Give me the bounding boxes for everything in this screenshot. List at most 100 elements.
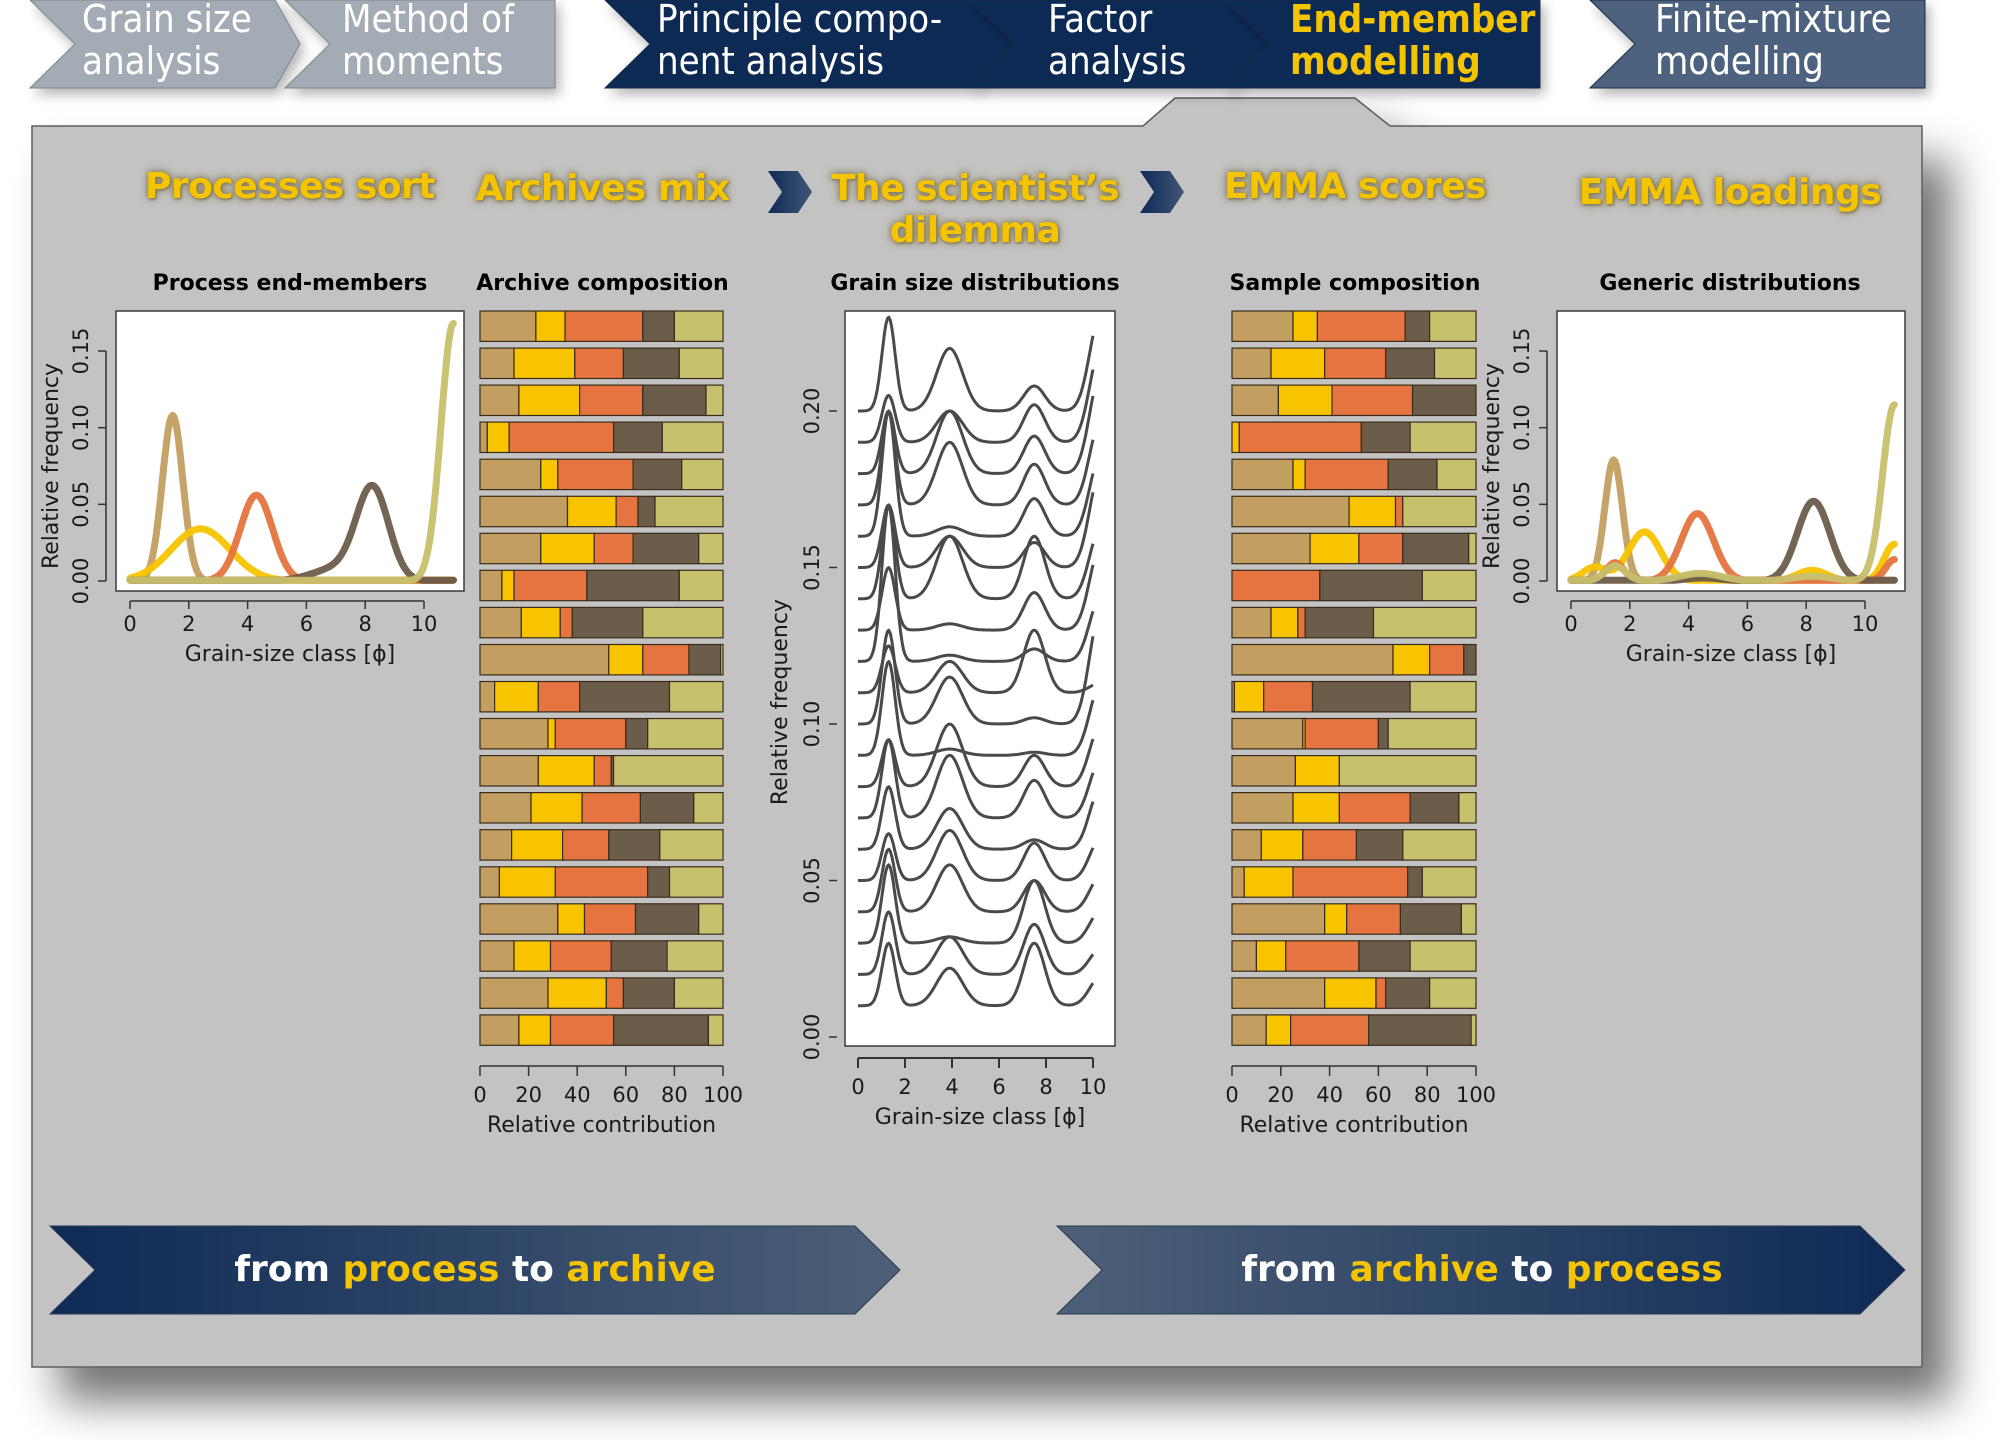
bar-row — [1231, 384, 1477, 417]
bar-segment-em5 — [1402, 829, 1477, 861]
bar-segment-em5 — [678, 569, 724, 602]
x-tick-label: 80 — [661, 1083, 688, 1107]
bar-segment-em3 — [537, 680, 581, 713]
bar-segment-em2 — [1324, 903, 1348, 935]
bar-segment-em5 — [673, 977, 724, 1009]
bar-segment-em5 — [668, 680, 724, 713]
bar-row — [1231, 940, 1477, 972]
bar-segment-em3 — [561, 829, 610, 861]
bar-segment-em4 — [642, 310, 675, 342]
bar-segment-em1 — [479, 940, 515, 972]
tab-label-line2: modelling — [1655, 39, 1824, 83]
bar-segment-em2 — [1292, 791, 1341, 824]
x-tick-label: 10 — [411, 612, 438, 636]
x-tick-label: 2 — [1623, 612, 1636, 636]
y-tick-label: 0.20 — [800, 388, 824, 435]
distribution-curve — [858, 395, 1095, 476]
bar-segment-em5 — [666, 940, 724, 972]
y-tick-label: 0.10 — [69, 404, 93, 451]
bar-segment-em4 — [608, 829, 661, 861]
bar-segment-em2 — [1233, 680, 1265, 713]
bar-segment-em2 — [1348, 495, 1397, 528]
bar-segment-em3 — [1292, 866, 1409, 898]
bar-segment-em3 — [557, 458, 634, 491]
bar-row — [1231, 977, 1477, 1009]
bar-segment-em5 — [654, 495, 724, 528]
bar-row — [1231, 347, 1477, 380]
bar-segment-em3 — [574, 347, 624, 380]
y-tick-label: 0.15 — [800, 544, 824, 591]
x-tick-label: 100 — [1456, 1083, 1496, 1107]
bar-segment-em2 — [1324, 977, 1377, 1009]
bar-segment-em3 — [593, 754, 612, 787]
heading-emma-loadings: EMMA loadings — [1578, 172, 1882, 213]
distribution-curve — [858, 315, 1095, 413]
bar-segment-em2 — [537, 754, 595, 787]
bar-row — [479, 347, 724, 380]
bar-segment-em2 — [1265, 1014, 1292, 1046]
x-tick-label: 2 — [898, 1075, 911, 1099]
bar-segment-em2 — [1260, 829, 1304, 861]
bar-segment-em1 — [1231, 532, 1311, 565]
bar-segment-em5 — [612, 754, 724, 787]
bar-segment-em2 — [1294, 754, 1340, 787]
bar-segment-em1 — [479, 643, 610, 676]
bar-row — [479, 717, 724, 750]
bar-row — [479, 569, 724, 602]
x-axis-label: Grain-size class [ϕ] — [1626, 642, 1837, 667]
bar-segment-em5 — [1428, 310, 1477, 342]
bar-segment-em4 — [1311, 680, 1411, 713]
bar-segment-em1 — [1231, 791, 1294, 824]
tab-3[interactable]: Principle compo-nent analysis — [603, 0, 1016, 89]
bar-row — [1231, 717, 1477, 750]
bar-segment-em4 — [1367, 1014, 1472, 1046]
y-tick-label: 0.10 — [1510, 404, 1534, 451]
x-tick-label: 60 — [612, 1083, 639, 1107]
bar-segment-em2 — [1270, 606, 1299, 639]
bar-row — [1231, 903, 1477, 935]
distribution-curve — [858, 491, 1095, 569]
bar-segment-em4 — [1319, 569, 1423, 602]
x-tick-label: 100 — [703, 1083, 743, 1107]
x-tick-label: 60 — [1365, 1083, 1392, 1107]
bar-segment-em1 — [1231, 1014, 1267, 1046]
bar-segment-em1 — [1231, 717, 1304, 750]
x-tick-label: 4 — [945, 1075, 958, 1099]
tab-label-line1: Method of — [342, 0, 515, 41]
distribution-curve — [858, 722, 1095, 789]
bar-segment-em3 — [1338, 791, 1411, 824]
y-axis-label: Relative frequency — [39, 363, 64, 569]
x-tick-label: 0 — [1564, 612, 1577, 636]
bar-segment-em2 — [1292, 458, 1306, 491]
bar-segment-em4 — [610, 940, 668, 972]
bar-segment-em5 — [661, 421, 724, 454]
bar-segment-em3 — [549, 1014, 615, 1046]
distribution-curve — [858, 847, 1095, 914]
banner-right-text: from archive to process — [1241, 1249, 1722, 1290]
bar-segment-em4 — [1385, 977, 1431, 1009]
bar-segment-em4 — [1385, 347, 1436, 380]
bar-segment-em4 — [637, 495, 656, 528]
bar-segment-em3 — [554, 866, 649, 898]
bar-segment-em2 — [1231, 421, 1240, 454]
x-tick-label: 6 — [300, 612, 313, 636]
bar-segment-em2 — [511, 829, 564, 861]
bar-segment-em1 — [479, 791, 532, 824]
bar-segment-em5 — [1428, 977, 1477, 1009]
bar-segment-em1 — [479, 569, 503, 602]
y-axis-label: Relative frequency — [1480, 363, 1505, 569]
bar-segment-em5 — [647, 717, 724, 750]
distribution-curve — [858, 369, 1095, 444]
x-tick-label: 10 — [1080, 1075, 1107, 1099]
x-tick-label: 0 — [123, 612, 136, 636]
y-tick-label: 0.15 — [1510, 328, 1534, 375]
bar-row — [1231, 569, 1477, 602]
bar-segment-em4 — [612, 421, 663, 454]
bar-row — [479, 1014, 724, 1046]
x-axis-label: Grain-size class [ϕ] — [875, 1105, 1086, 1130]
